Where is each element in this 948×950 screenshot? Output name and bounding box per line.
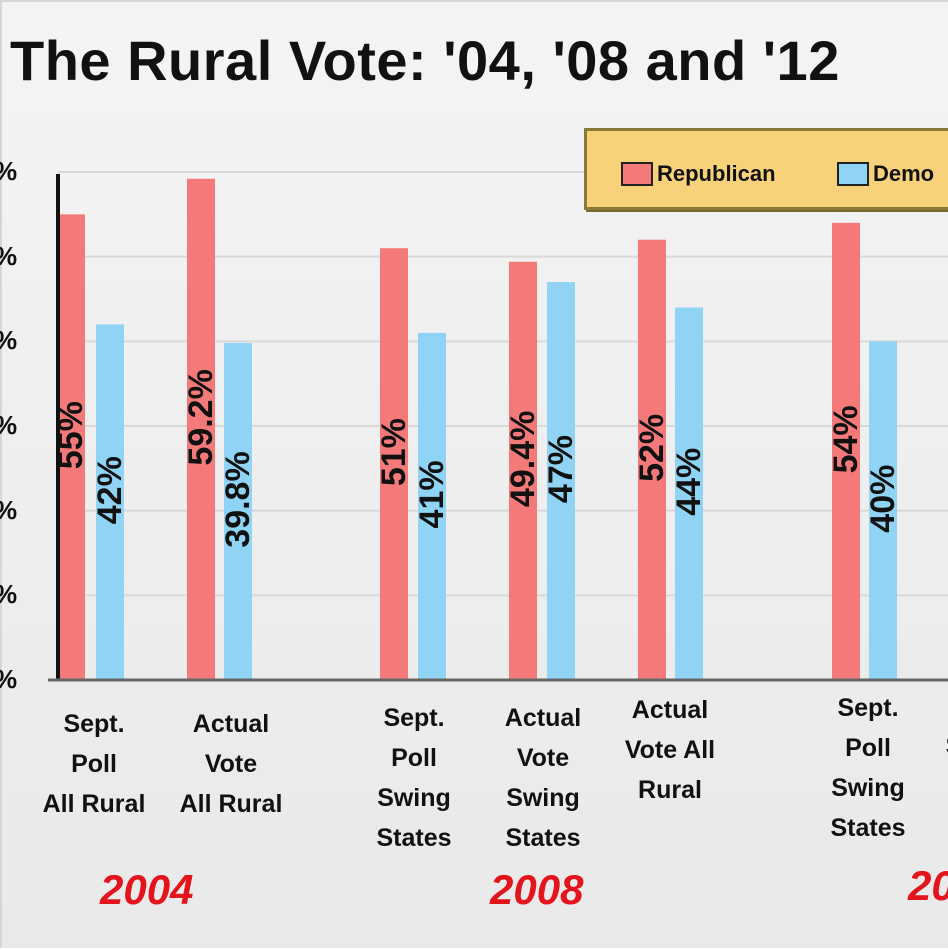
- category-label-line: Vote: [516, 744, 570, 772]
- category-label-line: Vote All: [624, 736, 716, 764]
- democrat-value-label-3: 47%: [542, 435, 580, 503]
- republican-bar-1: [187, 178, 215, 681]
- legend-item-democrat: Demo: [837, 161, 934, 187]
- category-label-6: S: [879, 726, 948, 766]
- chart-title: The Rural Vote: '04, '08 and '12: [10, 29, 840, 92]
- category-label-5: Sept. Poll Swing States: [793, 688, 943, 848]
- legend-item-republican: Republican: [621, 161, 776, 187]
- category-label-line: Swing: [831, 774, 905, 802]
- y-tick-label: %: [0, 156, 17, 187]
- y-tick-label: %: [0, 579, 17, 610]
- category-label-line: States: [376, 824, 452, 852]
- y-tick-label: %: [0, 664, 17, 695]
- category-label-3: Actual Vote Swing States: [468, 698, 618, 858]
- year-label-2004: 2004: [100, 866, 194, 913]
- republican-value-label-4: 52%: [633, 414, 671, 482]
- republican-bar-5: [832, 222, 860, 681]
- y-tick-label: %: [0, 325, 17, 356]
- democrat-bar-4: [675, 307, 703, 680]
- democrat-bar-3: [547, 282, 575, 680]
- category-label-line: Swing: [377, 784, 451, 812]
- republican-value-label-1: 59.2%: [182, 369, 220, 465]
- category-label-line: Actual: [631, 696, 709, 724]
- legend: Republican Demo: [584, 128, 948, 210]
- category-label-line: Poll: [391, 744, 437, 772]
- democrat-value-label-1: 39.8%: [219, 451, 257, 547]
- democrat-bar-0: [96, 324, 124, 680]
- category-label-line: All Rural: [42, 790, 146, 818]
- category-label-line: Swing: [506, 784, 580, 812]
- republican-value-label-3: 49.4%: [504, 411, 542, 507]
- category-label-line: States: [830, 814, 906, 842]
- democrat-value-label-5: 40%: [864, 465, 902, 533]
- republican-value-label-2: 51%: [375, 418, 413, 486]
- legend-swatch-republican: [621, 162, 653, 186]
- year-label-2008: 2008: [490, 866, 584, 913]
- category-label-line: Sept.: [837, 694, 899, 722]
- year-label-20: 20: [908, 862, 948, 909]
- democrat-value-label-0: 42%: [91, 456, 129, 524]
- y-tick-label: %: [0, 241, 17, 272]
- democrat-bar-5: [869, 341, 897, 680]
- republican-bar-4: [638, 239, 666, 680]
- category-label-2: Sept. Poll Swing States: [339, 698, 489, 858]
- republican-value-label-5: 54%: [827, 405, 865, 473]
- y-tick-label: %: [0, 410, 17, 441]
- category-label-line: Actual: [504, 704, 582, 732]
- democrat-bar-2: [418, 332, 446, 680]
- category-label-line: Poll: [845, 734, 891, 762]
- category-label-line: All Rural: [179, 790, 283, 818]
- category-label-line: Actual: [192, 710, 270, 738]
- legend-label-republican: Republican: [657, 161, 776, 186]
- republican-bar-3: [509, 261, 537, 680]
- category-label-line: Rural: [638, 776, 702, 804]
- category-label-line: Sept.: [383, 704, 445, 732]
- republican-bar-0: [57, 214, 85, 681]
- democrat-value-label-2: 41%: [413, 460, 451, 528]
- democrat-bar-1: [224, 343, 252, 680]
- category-label-line: Vote: [204, 750, 258, 778]
- category-label-line: States: [505, 824, 581, 852]
- legend-swatch-democrat: [837, 162, 869, 186]
- category-label-0: Sept. Poll All Rural: [19, 704, 169, 824]
- republican-bar-2: [380, 248, 408, 680]
- category-label-4: Actual Vote All Rural: [595, 690, 745, 810]
- legend-label-democrat: Demo: [873, 161, 935, 186]
- category-label-line: Poll: [71, 750, 117, 778]
- democrat-value-label-4: 44%: [670, 448, 708, 516]
- category-label-line: Sept.: [63, 710, 125, 738]
- category-label-1: Actual Vote All Rural: [156, 704, 306, 824]
- category-label-line: S: [879, 726, 948, 766]
- y-tick-label: %: [0, 495, 17, 526]
